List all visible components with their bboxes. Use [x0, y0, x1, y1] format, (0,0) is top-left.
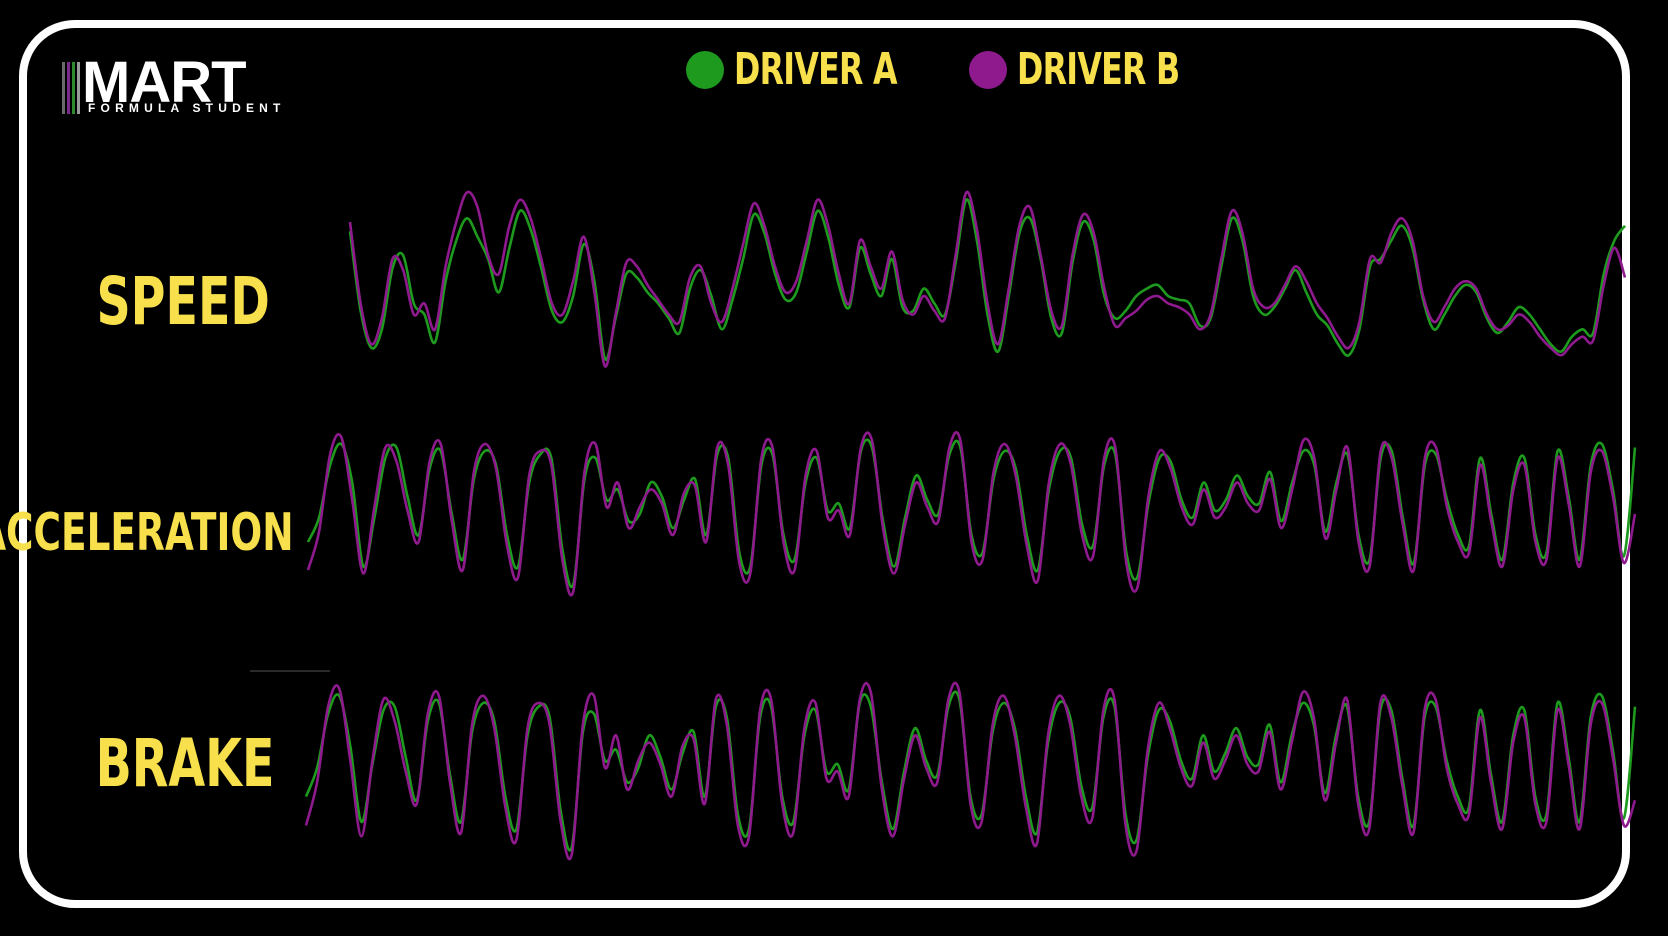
- speed-series-driver-b: [350, 192, 1625, 367]
- panel-speed: [350, 192, 1625, 367]
- panel-acceleration: [308, 432, 1635, 595]
- acceleration-series-driver-a: [308, 440, 1635, 587]
- speed-series-driver-a: [350, 199, 1625, 359]
- panel-brake: [306, 683, 1635, 859]
- brake-series-driver-a: [306, 692, 1635, 851]
